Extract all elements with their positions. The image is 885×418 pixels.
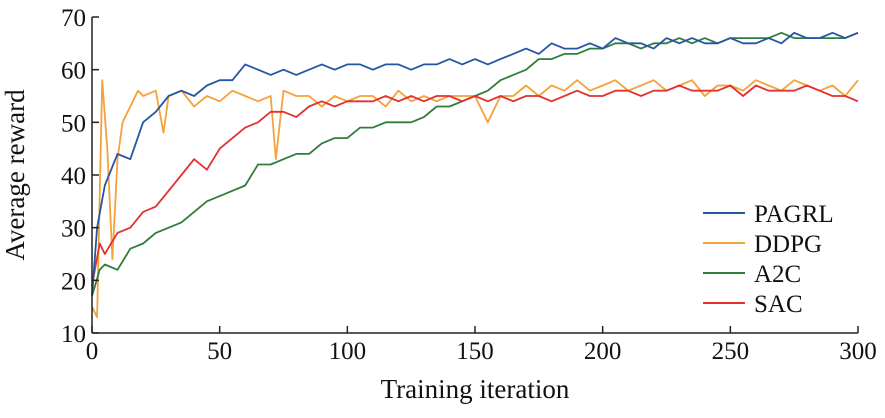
series-line-sac	[91, 84, 859, 286]
legend-label-sac: SAC	[754, 291, 803, 318]
axes	[91, 17, 858, 334]
x-tick-label: 150	[456, 338, 494, 365]
y-axis-label: Average reward	[0, 89, 30, 261]
legend: PAGRL DDPG A2C SAC	[703, 201, 834, 318]
x-tick-label: 200	[584, 338, 622, 365]
y-tick-label: 20	[61, 268, 86, 295]
y-tick-label: 50	[61, 110, 86, 137]
series-layer	[91, 31, 859, 319]
x-tick-label: 300	[839, 338, 877, 365]
series-line-ddpg	[91, 79, 859, 319]
ticks: 0 50 100 150 200 250 300 10 20 30 40 50 60 70	[61, 5, 877, 365]
x-tick-label: 100	[329, 338, 367, 365]
legend-label-pagrl: PAGRL	[754, 201, 834, 228]
y-tick-label: 30	[61, 216, 86, 243]
x-tick-label: 250	[712, 338, 750, 365]
series-line-pagrl	[91, 31, 859, 297]
y-tick-label: 60	[61, 58, 86, 85]
x-axis-label: Training iteration	[381, 374, 570, 404]
legend-label-a2c: A2C	[754, 261, 801, 288]
legend-label-ddpg: DDPG	[754, 231, 822, 258]
x-tick-label: 50	[207, 338, 232, 365]
x-tick-label: 0	[86, 338, 99, 365]
y-tick-label: 10	[61, 321, 86, 348]
y-tick-label: 70	[61, 5, 86, 32]
y-tick-label: 40	[61, 163, 86, 190]
series-line-a2c	[91, 31, 859, 297]
